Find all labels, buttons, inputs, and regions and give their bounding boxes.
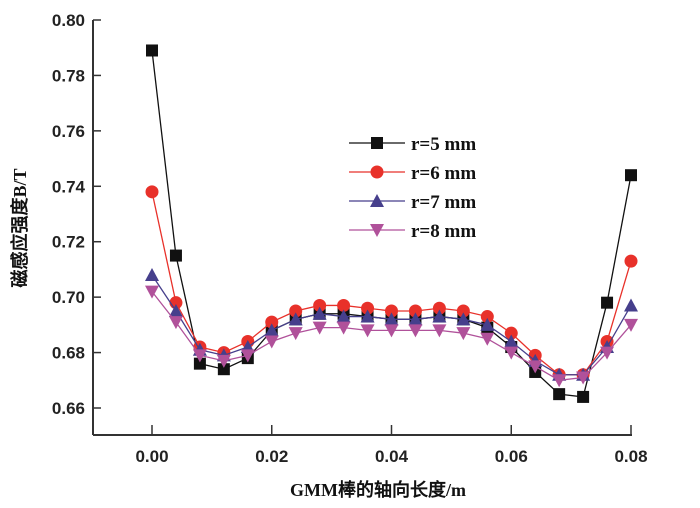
data-point	[624, 298, 638, 312]
data-point	[384, 312, 399, 326]
data-point	[264, 335, 279, 349]
data-point	[504, 346, 519, 360]
legend-marker	[370, 224, 384, 237]
data-point	[313, 298, 327, 312]
data-point	[193, 357, 206, 370]
series-line	[151, 50, 632, 398]
x-tick-label: 0.04	[375, 447, 409, 466]
data-point	[576, 371, 591, 385]
data-point	[624, 318, 638, 332]
data-point	[264, 323, 279, 337]
data-point	[384, 324, 399, 338]
data-point	[456, 304, 470, 318]
data-point	[168, 304, 183, 317]
data-point	[312, 321, 327, 335]
data-point	[456, 312, 471, 326]
data-point	[432, 301, 446, 315]
legend-marker	[370, 165, 384, 179]
data-point	[336, 309, 351, 323]
data-point	[217, 363, 230, 376]
x-tick-label: 0.08	[614, 447, 647, 466]
legend-item: r=7 mm	[349, 192, 476, 213]
legend-label: r=8 mm	[411, 221, 476, 242]
data-point	[601, 296, 614, 309]
data-point	[528, 360, 543, 374]
x-tick-label: 0.06	[495, 447, 528, 466]
data-point	[504, 326, 518, 340]
y-tick-label: 0.80	[52, 11, 85, 30]
data-point	[336, 321, 351, 335]
data-point	[312, 306, 327, 320]
data-point	[169, 249, 182, 262]
legend-label: r=6 mm	[411, 163, 476, 184]
legend-label: r=7 mm	[411, 192, 476, 213]
data-point	[432, 309, 447, 323]
data-point	[385, 304, 398, 318]
data-point	[145, 267, 159, 281]
legend-item: r=5 mm	[349, 134, 476, 155]
data-point	[240, 349, 255, 363]
axes: 0.00 0.02 0.04 0.06 0.08 0.66 0.68 0.70 0.72 0.74…	[52, 11, 648, 466]
y-tick-label: 0.74	[52, 177, 86, 196]
y-tick-label: 0.68	[52, 344, 85, 363]
data-point	[216, 354, 231, 368]
y-tick-label: 0.72	[52, 233, 85, 252]
data-point	[600, 346, 615, 360]
data-point	[337, 298, 351, 312]
data-point	[480, 310, 494, 324]
data-point	[360, 309, 375, 323]
data-point	[432, 324, 447, 338]
series-8mm	[145, 285, 638, 388]
x-tick-label: 0.00	[135, 447, 168, 466]
legend: r=5 mm r=6 mm r=7 mm r=8 mm	[349, 134, 476, 242]
series-group	[145, 44, 638, 403]
data-point	[553, 388, 566, 401]
series-6mm	[145, 185, 638, 382]
data-point	[145, 285, 159, 299]
y-tick-label: 0.76	[52, 122, 85, 141]
data-point	[456, 327, 471, 341]
legend-label: r=5 mm	[411, 134, 476, 155]
data-point	[145, 185, 159, 199]
y-tick-label: 0.70	[52, 288, 85, 307]
data-point	[504, 334, 519, 348]
y-tick-label: 0.66	[52, 399, 85, 418]
data-point	[146, 44, 158, 57]
data-point	[480, 317, 495, 331]
legend-item: r=6 mm	[349, 163, 476, 184]
data-point	[192, 349, 207, 363]
data-point	[288, 327, 303, 341]
data-point	[265, 315, 279, 329]
data-point	[288, 312, 303, 326]
data-point	[577, 390, 590, 403]
data-point	[408, 312, 423, 326]
data-point	[408, 304, 422, 318]
data-point	[408, 324, 423, 338]
data-point	[552, 374, 567, 388]
legend-marker	[370, 194, 384, 207]
data-point	[625, 169, 637, 182]
data-point	[360, 324, 375, 338]
data-point	[361, 301, 375, 315]
data-point	[289, 304, 303, 318]
data-point	[624, 254, 638, 268]
y-tick-label: 0.78	[52, 66, 85, 85]
data-point	[480, 332, 495, 346]
legend-marker	[371, 137, 383, 149]
x-tick-label: 0.02	[255, 447, 288, 466]
x-axis-label: GMM棒的轴向长度/m	[290, 479, 466, 500]
data-point	[168, 316, 183, 330]
legend-item: r=8 mm	[349, 221, 476, 242]
y-axis-label: 磁感应强度B/T	[9, 168, 30, 287]
